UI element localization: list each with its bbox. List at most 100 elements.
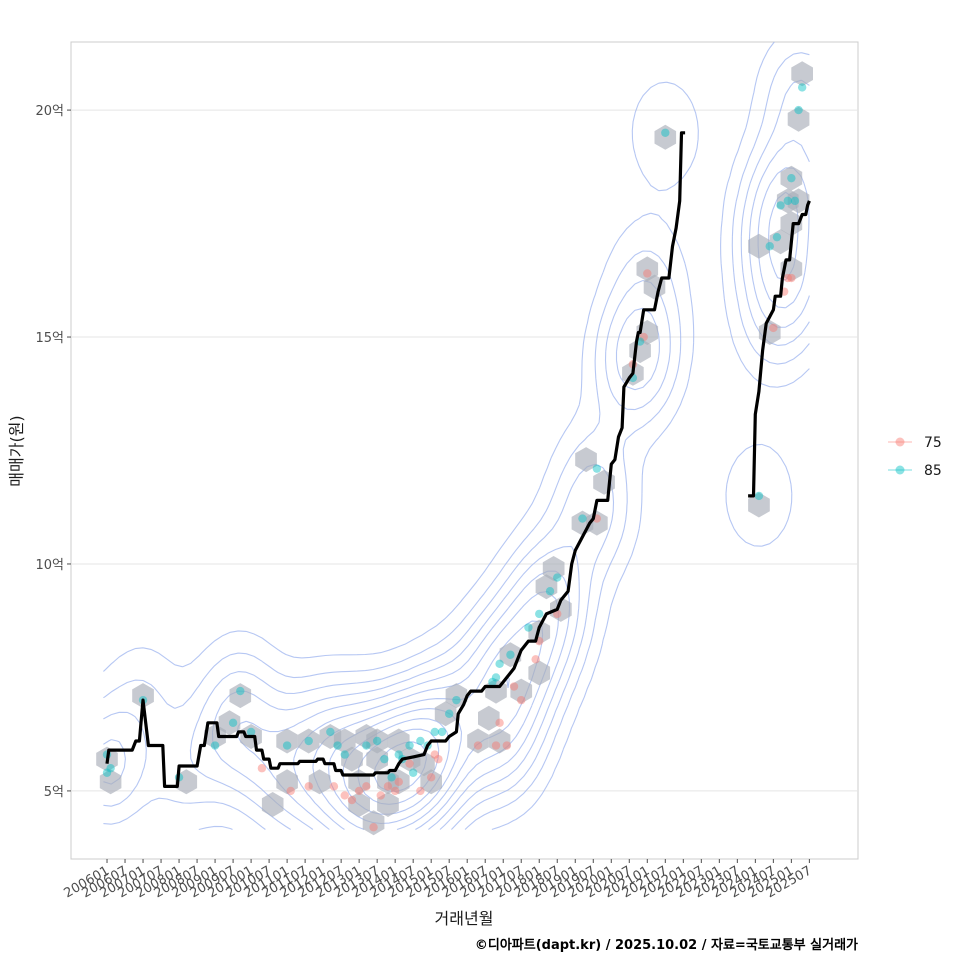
hexbin [769, 229, 792, 255]
point-85 [553, 573, 562, 582]
hexbin [510, 678, 533, 704]
median-line-segment [748, 200, 811, 498]
point-75 [394, 777, 403, 787]
hexbin [780, 211, 803, 237]
hexbin [445, 683, 468, 709]
median-price-line [105, 131, 811, 788]
point-75 [329, 782, 339, 791]
hexbin [636, 256, 659, 282]
hexbin [535, 574, 558, 600]
point-85 [430, 727, 439, 737]
point-75 [354, 786, 364, 796]
point-75 [405, 759, 414, 768]
density-contours [103, 41, 810, 831]
point-85 [783, 196, 792, 206]
points-layer [102, 83, 807, 832]
hexbin [420, 769, 442, 795]
point-85 [372, 736, 382, 746]
point-85 [102, 768, 112, 777]
hexbin [528, 660, 551, 686]
point-85 [437, 727, 447, 737]
point-75 [643, 269, 652, 278]
hexbin [542, 556, 565, 581]
point-75 [369, 823, 378, 832]
hexbin [791, 61, 813, 87]
point-75 [376, 791, 385, 800]
hexbin [229, 683, 252, 709]
hexbin [377, 792, 399, 817]
hexbin [348, 792, 370, 817]
hexbin [787, 106, 810, 132]
y-tick-label: 10억 [35, 558, 64, 573]
point-85 [246, 727, 256, 737]
point-75 [509, 682, 519, 691]
hexbin-layer [96, 61, 813, 836]
plot-panel [70, 41, 859, 860]
point-75 [495, 718, 504, 728]
legend-label: 85 [924, 463, 942, 479]
point-85 [282, 741, 292, 750]
point-85 [106, 764, 115, 773]
point-85 [488, 677, 497, 687]
point-85 [228, 718, 238, 728]
hexbin [276, 728, 298, 754]
point-85 [545, 587, 555, 596]
hexbin [341, 746, 363, 772]
hexbin [333, 728, 356, 754]
y-tick-label: 15억 [35, 331, 64, 346]
hexbin [366, 728, 388, 754]
point-85 [592, 464, 602, 473]
hexbin [362, 810, 385, 836]
point-75 [340, 791, 349, 800]
hexbin [787, 188, 810, 214]
density-contour [103, 52, 810, 830]
point-85 [772, 232, 782, 242]
point-85 [506, 650, 515, 659]
point-85 [394, 750, 403, 759]
hexbin [204, 724, 226, 749]
point-85 [797, 83, 807, 92]
point-85 [380, 754, 389, 764]
point-75 [390, 786, 400, 796]
x-axis-title: 거래년월 [435, 909, 494, 928]
legend-key-85 [895, 465, 905, 475]
point-75 [434, 754, 443, 764]
point-75 [430, 750, 439, 759]
point-75 [517, 695, 526, 705]
hexbin [654, 124, 677, 150]
point-75 [473, 741, 483, 750]
point-85 [765, 242, 774, 251]
hexbin [434, 701, 457, 727]
point-85 [326, 727, 335, 737]
point-85 [578, 514, 587, 523]
hexbin [550, 596, 572, 622]
hexbin [297, 728, 320, 754]
hexbin [748, 233, 770, 259]
hexbin [387, 769, 410, 795]
hexbin [575, 447, 597, 473]
hexbin [387, 728, 410, 754]
hexbin [488, 728, 511, 754]
hexbin [478, 705, 500, 731]
y-axis: 5억 10억 15억 20억 [35, 104, 71, 800]
credit-caption: ©디아파트(dapt.kr) / 2025.10.02 / 자료=국토교통부 실… [474, 938, 858, 953]
point-85 [661, 128, 670, 137]
y-axis-title: 매매가(원) [7, 415, 26, 486]
point-75 [491, 741, 501, 750]
hexbin [276, 769, 298, 795]
density-contour [103, 41, 810, 831]
point-75 [362, 782, 371, 791]
point-85 [495, 659, 504, 669]
hexbin [748, 492, 770, 518]
legend-key-75 [895, 437, 905, 447]
hexbin [175, 769, 198, 795]
point-85 [794, 105, 803, 115]
point-85 [790, 196, 800, 206]
point-85 [754, 491, 764, 501]
point-85 [524, 623, 533, 632]
point-85 [444, 709, 454, 718]
hexbin [780, 165, 803, 191]
point-85 [387, 773, 396, 782]
point-75 [304, 782, 313, 791]
